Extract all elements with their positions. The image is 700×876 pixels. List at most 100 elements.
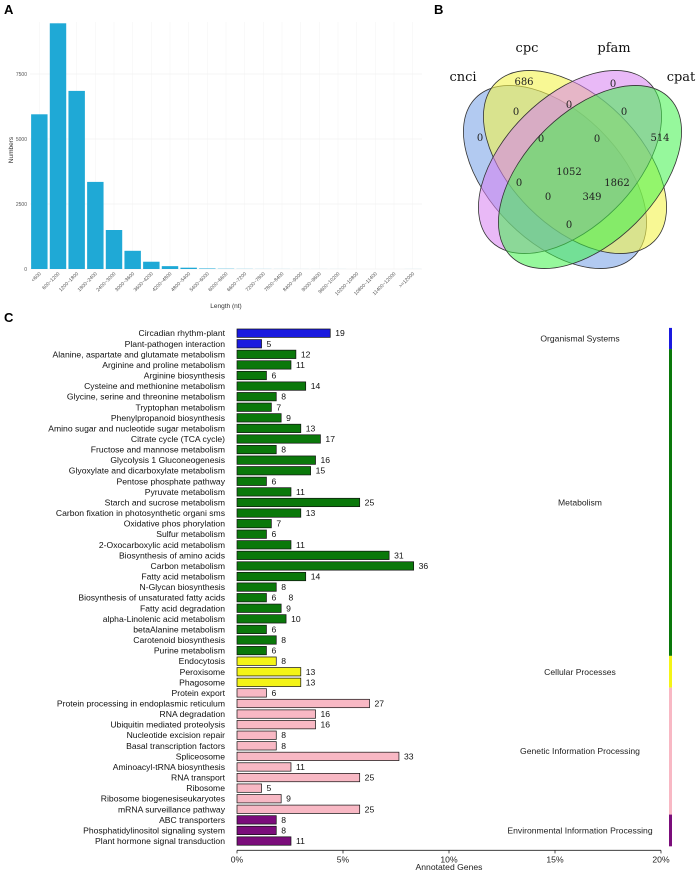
panel-c-bar [236,466,311,476]
panel-c-bar [236,434,321,444]
panel-c-category-label: Phosphatidylinositol signaling system [83,825,225,835]
panel-c-bar [236,720,316,730]
panel-c-category-label: RNA degradation [160,709,226,719]
panel-c-category-label: Endocytosis [179,656,225,666]
panel-a-bar [31,114,48,269]
panel-a-y-tick-label: 0 [24,267,27,273]
panel-c-value-label: 13 [306,667,316,677]
panel-c-bar [236,497,361,508]
panel-c-bar [236,360,292,370]
panel-c-bar [236,455,316,465]
panel-c-category-label: Biosynthesis of amino acids [119,550,225,560]
panel-c-value-label: 11 [296,360,305,370]
panel-c-category-label: Circadian rhythm-plant [139,328,226,338]
venn-label-cpc: cpc [516,41,539,56]
panel-c-kegg-bars: Circadian rhythm-plant 19 Plant-pathogen i… [48,327,672,872]
venn-region-count: 0 [594,134,600,145]
panel-c-letter: C [4,310,14,325]
panel-c-value-label: 8 [281,656,286,666]
panel-c-group-bracket [669,349,672,656]
panel-c-category-label: mRNA surveillance pathway [118,804,226,814]
panel-c-category-label: Biosynthesis of unsaturated fatty acids [78,593,225,603]
panel-c-value-label: 8 [281,741,286,751]
panel-c-value-label: 6 [271,476,276,486]
panel-c-bar [236,339,262,349]
venn-region-count: 1862 [604,178,629,189]
panel-c-value-label: 8 [281,582,286,592]
panel-c-bar [236,603,282,613]
panel-c-category-label: Tryptophan metabolism [136,402,225,412]
panel-c-group-bracket [669,814,672,847]
panel-a-bar [87,181,104,269]
panel-b-venn: cnci cpc pfam cpat 0 686 0 514 0 0 0 0 0 1862 0 0 0 3… [449,41,696,269]
panel-c-value-label: 12 [301,349,311,359]
panel-c-category-label: Ribosome biogenesiseukaryotes [101,794,225,804]
panel-c-bar [236,751,400,761]
panel-c-bar [236,667,302,677]
panel-c-value-label: 8 [281,445,286,455]
panel-c-value-label: 8 [281,825,286,835]
venn-region-count: 0 [477,133,483,144]
panel-c-category-label: Phenylpropanoid biosynthesis [111,413,225,423]
panel-c-bar [236,614,287,624]
panel-a-bar [105,230,123,269]
panel-c-value-label: 9 [286,413,291,423]
panel-c-category-label: Arginine and proline metabolism [102,360,225,370]
panel-c-bar [236,794,282,804]
panel-c-x-tick-label: 5% [337,854,350,864]
venn-region-count: 349 [582,192,601,203]
panel-c-x-tick-label: 20% [652,854,670,864]
panel-c-x-axis-label: Annotated Genes [416,862,483,872]
panel-c-group-label: Genetic Information Processing [520,746,640,756]
panel-a-letter: A [4,2,14,17]
panel-c-bar [236,328,331,338]
panel-c-value-label: 8 [281,730,286,740]
panel-c-value-label: 8 [281,392,286,402]
panel-c-category-label: Aminoacyl-tRNA biosynthesis [113,762,225,772]
venn-set-cpat [498,85,682,269]
venn-region-count: 0 [538,134,544,145]
panel-c-value-label: 5 [267,783,272,793]
panel-c-bar [236,836,292,846]
panel-c-bar [236,624,267,634]
panel-c-value-label: 11 [296,540,305,550]
panel-c-bar [236,540,292,550]
panel-c-category-label: 2-Oxocarboxylic acid metabolism [99,540,225,550]
panel-c-bar [236,804,361,814]
panel-c-category-label: Protein processing in endoplasmic reticu… [57,698,225,708]
panel-c-category-label: Carotenoid biosynthesis [133,635,225,645]
panel-c-value-label: 6 [271,371,276,381]
panel-c-value-label: 11 [296,487,305,497]
venn-region-count: 686 [514,77,533,88]
panel-c-bar [236,646,267,656]
panel-c-bar [236,571,307,582]
venn-label-pfam: pfam [597,41,630,56]
panel-c-category-label: Spliceosome [176,751,225,761]
panel-c-bar [236,349,297,359]
panel-c-bar [236,762,292,772]
panel-c-value-label: 6 [271,529,276,539]
panel-c-category-label: Purine metabolism [154,646,225,656]
panel-b-letter: B [434,2,443,17]
panel-c-value-label: 8 [281,815,286,825]
venn-label-cpat: cpat [667,70,696,85]
panel-c-bar [236,815,277,825]
panel-c-category-label: Pentose phosphate pathway [117,476,226,486]
panel-c-category-label: Carbon fixation in photosynthetic organi… [56,508,225,518]
venn-region-count: 0 [545,192,551,203]
panel-c-bar [236,487,292,497]
panel-c-value-label: 33 [404,751,414,761]
panel-c-group-bracket [669,655,672,688]
panel-c-bar [236,656,277,666]
panel-a-bar [199,268,216,269]
panel-c-bar [236,688,267,698]
panel-c-bar [236,392,277,402]
panel-c-bar [236,508,302,518]
panel-c-category-label: RNA transport [171,773,226,783]
panel-c-value-label: 11 [296,762,305,772]
panel-c-value-label: 19 [335,328,345,338]
panel-c-bar [236,635,277,645]
panel-c-value-label: 14 [311,381,321,391]
venn-region-count: 514 [650,133,669,144]
panel-c-bar [236,709,316,719]
